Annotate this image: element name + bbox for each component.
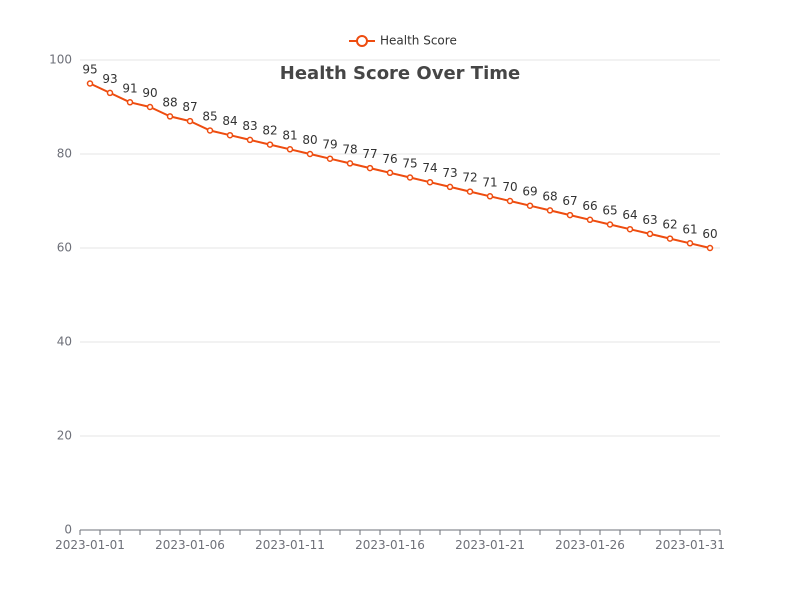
data-point[interactable] bbox=[266, 141, 274, 148]
data-label: 93 bbox=[102, 72, 117, 86]
data-labels: 95 93 91 90 88 87 85 84 83 82 81 80 79 78 77 76 75 74 73 72… bbox=[82, 63, 717, 242]
legend-marker-icon bbox=[356, 35, 368, 47]
data-point[interactable] bbox=[666, 235, 674, 242]
data-point[interactable] bbox=[426, 178, 434, 186]
data-label: 72 bbox=[462, 171, 477, 185]
series-health-score bbox=[86, 80, 714, 252]
grid-lines bbox=[80, 59, 720, 437]
data-point[interactable] bbox=[646, 230, 654, 238]
legend-label: Health Score bbox=[380, 34, 457, 48]
y-tick-label: 0 bbox=[64, 523, 72, 537]
data-point[interactable] bbox=[206, 127, 214, 134]
data-label: 69 bbox=[522, 185, 537, 199]
y-tick-label: 100 bbox=[49, 53, 72, 67]
data-label: 78 bbox=[342, 142, 357, 156]
data-label: 76 bbox=[382, 152, 397, 166]
data-point[interactable] bbox=[546, 207, 554, 214]
data-point[interactable] bbox=[506, 197, 514, 205]
data-label: 82 bbox=[262, 124, 277, 138]
data-point[interactable] bbox=[86, 80, 94, 87]
data-label: 95 bbox=[82, 63, 97, 77]
x-tick-label: 2023-01-26 bbox=[555, 538, 625, 552]
data-label: 91 bbox=[122, 81, 137, 95]
data-label: 63 bbox=[642, 213, 657, 227]
y-tick-label: 80 bbox=[57, 147, 72, 161]
data-point[interactable] bbox=[126, 99, 134, 106]
data-label: 85 bbox=[202, 110, 217, 124]
data-point[interactable] bbox=[346, 160, 354, 167]
data-point[interactable] bbox=[606, 221, 614, 228]
y-tick-label: 60 bbox=[57, 241, 72, 255]
data-label: 88 bbox=[162, 95, 177, 109]
data-point[interactable] bbox=[386, 169, 394, 177]
data-label: 83 bbox=[242, 119, 257, 133]
data-point[interactable] bbox=[686, 240, 694, 247]
data-label: 87 bbox=[182, 100, 197, 114]
data-point[interactable] bbox=[406, 174, 414, 181]
x-tick-label: 2023-01-21 bbox=[455, 538, 525, 552]
data-point[interactable] bbox=[286, 146, 294, 153]
x-tick-label: 2023-01-31 bbox=[655, 538, 725, 552]
data-point[interactable] bbox=[166, 113, 174, 120]
axes bbox=[79, 529, 721, 535]
data-point[interactable] bbox=[626, 225, 634, 233]
data-label: 90 bbox=[142, 86, 157, 100]
data-point[interactable] bbox=[706, 244, 714, 252]
data-point[interactable] bbox=[486, 193, 494, 200]
data-label: 75 bbox=[402, 157, 417, 171]
data-label: 66 bbox=[582, 199, 597, 213]
data-point[interactable] bbox=[246, 136, 254, 144]
y-axis-labels: 0 20 40 60 80 100 bbox=[49, 53, 72, 537]
data-point[interactable] bbox=[306, 150, 314, 158]
y-tick-label: 20 bbox=[57, 429, 72, 443]
data-label: 68 bbox=[542, 189, 557, 203]
x-tick-label: 2023-01-16 bbox=[355, 538, 425, 552]
data-label: 70 bbox=[502, 180, 517, 194]
data-point[interactable] bbox=[106, 89, 114, 97]
data-label: 74 bbox=[422, 161, 437, 175]
data-point[interactable] bbox=[186, 117, 194, 125]
data-point[interactable] bbox=[326, 155, 334, 162]
data-label: 61 bbox=[682, 222, 697, 236]
data-label: 77 bbox=[362, 147, 377, 161]
data-label: 80 bbox=[302, 133, 317, 147]
data-label: 73 bbox=[442, 166, 457, 180]
legend[interactable]: Health Score bbox=[349, 34, 457, 48]
data-label: 67 bbox=[562, 194, 577, 208]
data-label: 84 bbox=[222, 114, 237, 128]
x-tick-label: 2023-01-01 bbox=[55, 538, 125, 552]
x-axis-labels: 2023-01-01 2023-01-06 2023-01-11 2023-01-16… bbox=[55, 538, 725, 552]
x-tick-label: 2023-01-11 bbox=[255, 538, 325, 552]
series-line bbox=[89, 82, 711, 249]
data-label: 64 bbox=[622, 208, 637, 222]
data-label: 79 bbox=[322, 138, 337, 152]
data-label: 60 bbox=[702, 227, 717, 241]
data-label: 71 bbox=[482, 175, 497, 189]
data-point[interactable] bbox=[586, 216, 594, 224]
data-label: 81 bbox=[282, 128, 297, 142]
data-point[interactable] bbox=[146, 103, 154, 111]
y-tick-label: 40 bbox=[57, 335, 72, 349]
data-point[interactable] bbox=[566, 211, 574, 219]
data-label: 65 bbox=[602, 204, 617, 218]
data-point[interactable] bbox=[466, 188, 474, 195]
chart-title: Health Score Over Time bbox=[280, 63, 520, 84]
data-point[interactable] bbox=[226, 131, 234, 139]
x-tick-label: 2023-01-06 bbox=[155, 538, 225, 552]
data-point[interactable] bbox=[366, 164, 374, 172]
data-point[interactable] bbox=[526, 202, 534, 209]
data-point[interactable] bbox=[446, 183, 454, 191]
data-label: 62 bbox=[662, 218, 677, 232]
